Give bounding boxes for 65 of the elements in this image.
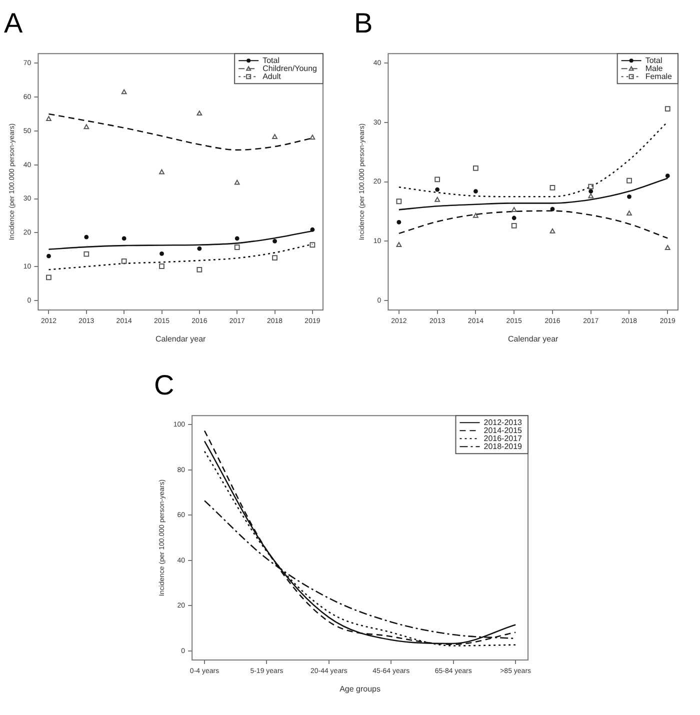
point xyxy=(84,124,90,130)
legend-label: 2012-2013 xyxy=(484,418,523,427)
point xyxy=(46,274,52,280)
point xyxy=(588,189,594,194)
point xyxy=(84,251,90,257)
point xyxy=(588,184,594,190)
point xyxy=(310,242,316,248)
x-axis-title: Calendar year xyxy=(155,334,206,344)
point xyxy=(664,106,670,112)
legend-label: Female xyxy=(645,72,673,81)
x-axis-title: Calendar year xyxy=(508,334,559,344)
point xyxy=(310,134,316,140)
point xyxy=(434,196,440,202)
point xyxy=(473,165,478,171)
point xyxy=(550,206,555,212)
point xyxy=(272,238,277,244)
point xyxy=(197,246,202,251)
legend-label: Total xyxy=(262,56,280,65)
point xyxy=(121,258,127,264)
point xyxy=(396,242,402,247)
legend-label: 2018-2019 xyxy=(484,442,523,451)
point xyxy=(474,189,478,194)
legend-label: Adult xyxy=(262,72,282,81)
point xyxy=(196,110,202,116)
point xyxy=(196,266,202,272)
point xyxy=(234,180,240,185)
legend-label: 2016-2017 xyxy=(484,434,523,443)
point xyxy=(588,193,594,198)
point xyxy=(234,236,240,241)
point xyxy=(396,198,402,204)
point xyxy=(159,169,164,174)
point xyxy=(84,234,89,240)
legend-label: Total xyxy=(645,56,662,65)
legend-label: Children/Young xyxy=(262,64,318,73)
chart-title: A xyxy=(4,8,23,39)
point xyxy=(122,236,126,241)
point xyxy=(272,134,278,139)
point xyxy=(664,244,670,250)
chart-title: B xyxy=(354,8,373,39)
point xyxy=(627,194,632,199)
point xyxy=(435,187,440,192)
point xyxy=(511,223,517,228)
point xyxy=(511,206,517,212)
legend-label: 2014-2015 xyxy=(484,426,523,435)
point xyxy=(550,185,556,190)
point xyxy=(473,212,478,218)
point xyxy=(550,228,556,234)
point xyxy=(159,264,164,269)
point xyxy=(310,227,315,232)
point xyxy=(626,178,632,184)
point xyxy=(512,216,516,220)
point xyxy=(160,252,164,256)
x-axis-title: Age groups xyxy=(340,684,380,694)
point xyxy=(396,220,402,224)
point xyxy=(272,255,278,260)
legend-label: Male xyxy=(645,64,664,73)
point xyxy=(46,116,52,121)
point xyxy=(626,210,632,216)
point xyxy=(665,174,670,178)
point xyxy=(121,89,127,94)
point xyxy=(46,254,51,258)
point xyxy=(234,244,240,250)
line-series xyxy=(398,121,668,198)
point xyxy=(434,176,440,182)
chart-title: C xyxy=(154,370,174,401)
